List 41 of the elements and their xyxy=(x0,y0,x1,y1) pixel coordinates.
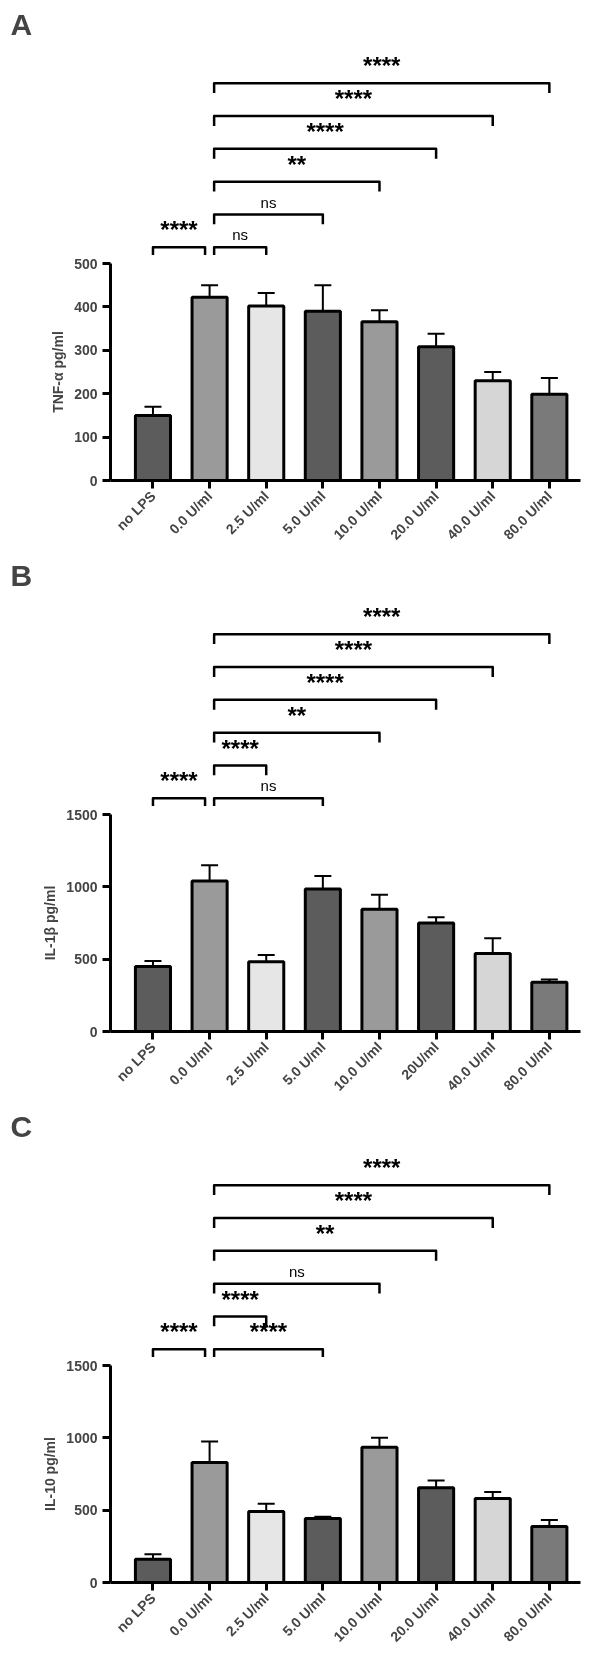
y-tick-label: 500 xyxy=(74,1502,98,1519)
y-axis-title: TNF-α pg/ml xyxy=(50,331,67,413)
text: **** xyxy=(334,636,373,664)
y-axis-title: IL-1β pg/ml xyxy=(42,885,59,961)
text: **** xyxy=(221,734,260,762)
text: **** xyxy=(334,85,373,113)
text: **** xyxy=(221,1285,260,1313)
y-tick-label: 1500 xyxy=(66,1357,98,1374)
y-tick-label: 300 xyxy=(74,342,98,359)
text: **** xyxy=(160,767,199,795)
text: ns xyxy=(232,226,249,244)
text: **** xyxy=(363,603,402,631)
y-tick-label: 500 xyxy=(74,255,98,272)
text: **** xyxy=(306,117,345,145)
y-tick-label: 0 xyxy=(89,1574,98,1591)
text: **** xyxy=(160,1318,199,1346)
text: ** xyxy=(287,701,307,729)
text: **** xyxy=(334,1187,373,1215)
text: ns xyxy=(288,1262,305,1280)
chart-title: A xyxy=(10,7,33,41)
text: **** xyxy=(363,52,402,80)
y-tick-label: 1000 xyxy=(66,878,98,895)
y-tick-label: 0 xyxy=(89,1023,98,1040)
y-tick-label: 400 xyxy=(74,298,98,315)
y-tick-label: 500 xyxy=(74,951,98,968)
text: ns xyxy=(260,777,277,795)
chart-title: C xyxy=(10,1109,33,1143)
text: **** xyxy=(160,216,199,244)
text: **** xyxy=(306,668,345,696)
y-axis-title: IL-10 pg/ml xyxy=(42,1437,59,1511)
y-tick-label: 100 xyxy=(74,429,98,446)
text: ns xyxy=(260,193,277,211)
text: **** xyxy=(249,1318,288,1346)
text: ** xyxy=(287,150,307,178)
y-tick-label: 1000 xyxy=(66,1429,98,1446)
text: ** xyxy=(315,1219,336,1247)
y-tick-label: 0 xyxy=(89,472,98,489)
y-tick-label: 200 xyxy=(74,385,98,402)
chart-title: B xyxy=(10,558,33,592)
text: **** xyxy=(363,1154,402,1182)
y-tick-label: 1500 xyxy=(66,806,98,823)
